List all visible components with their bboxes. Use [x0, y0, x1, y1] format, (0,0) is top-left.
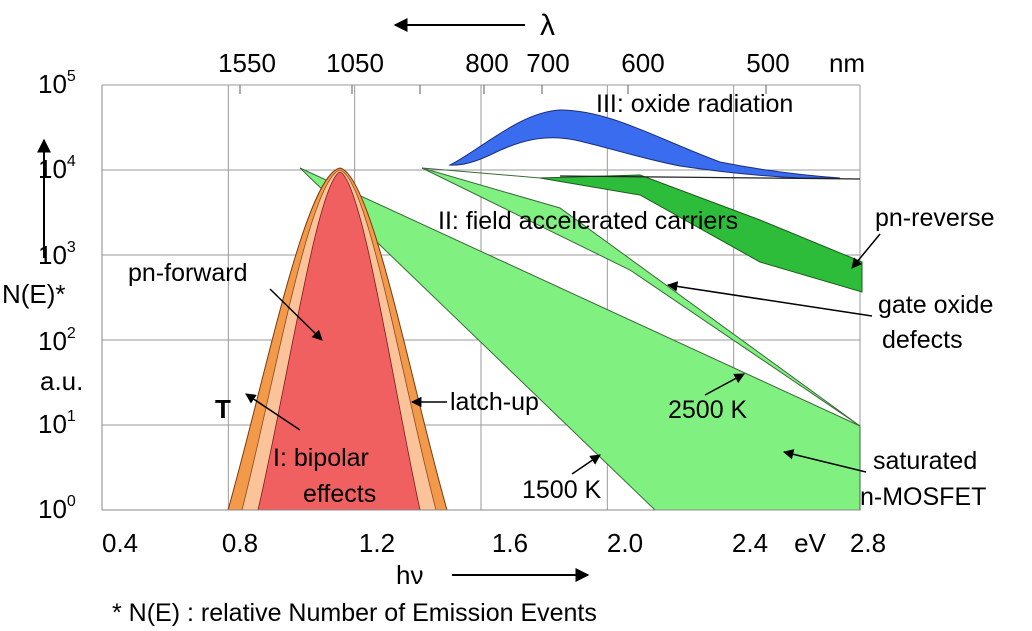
label-pn-forward: pn-forward	[128, 259, 248, 287]
x-axis-label: hν	[396, 560, 423, 590]
x-tick-1: 0.8	[222, 528, 258, 558]
top-axis-ticks	[239, 85, 767, 94]
top-tick-0: 1550	[218, 48, 276, 78]
label-gate-oxide: gate oxide	[878, 291, 993, 319]
oxide-radiation-baseline	[559, 175, 861, 180]
label-bipolar: I: bipolar	[273, 444, 369, 472]
arrow-gate-oxide	[666, 281, 873, 317]
y-tick-labels: 100 101 102 103 104 105	[38, 68, 76, 524]
y-tick-4: 104	[38, 153, 76, 184]
arrow-T	[245, 393, 301, 431]
label-latch-up: latch-up	[450, 388, 539, 416]
annotations: III: oxide radiation II: field accelerat…	[128, 90, 995, 511]
label-T: T	[215, 394, 231, 424]
label-nmosfet: n-MOSFET	[860, 483, 986, 511]
band-gate-oxide-defects	[421, 167, 861, 427]
x-tick-2: 1.2	[359, 528, 395, 558]
label-saturated: saturated	[873, 447, 977, 475]
y-tick-5: 105	[38, 68, 76, 99]
label-effects: effects	[303, 480, 376, 508]
plot-frame	[101, 85, 860, 511]
band-pn-reverse-edge	[421, 167, 541, 179]
x-unit: eV	[794, 528, 826, 558]
y-axis-label: N(E)*	[2, 279, 66, 309]
x-tick-3: 1.6	[492, 528, 528, 558]
arrow-pn-forward	[269, 288, 323, 341]
top-tick-2: 800	[465, 48, 508, 78]
y-tick-2: 102	[38, 325, 76, 356]
arrow-2500k	[704, 373, 745, 396]
x-tick-5: 2.4	[732, 528, 768, 558]
label-field-carriers: II: field accelerated carriers	[438, 207, 738, 235]
x-tick-0: 0.4	[102, 528, 138, 558]
band-pn-reverse	[539, 174, 863, 293]
band-oxide-radiation	[448, 109, 841, 179]
y-tick-3: 103	[38, 239, 76, 270]
top-tick-3: 700	[526, 48, 569, 78]
x-tick-4: 2.0	[607, 528, 643, 558]
top-tick-5: 500	[746, 48, 789, 78]
label-pn-reverse: pn-reverse	[875, 204, 995, 232]
label-defects: defects	[882, 326, 963, 354]
bands	[227, 109, 863, 511]
label-1500k: 1500 K	[522, 476, 602, 504]
label-2500k: 2500 K	[668, 396, 748, 424]
top-tick-labels: 1550 1050 800 700 600 500 nm	[218, 48, 865, 78]
y-tick-0: 100	[38, 493, 76, 524]
arrow-saturated	[782, 449, 867, 473]
y-tick-1: 101	[38, 408, 76, 439]
y-axis-unit: a.u.	[40, 366, 83, 396]
label-oxide-radiation: III: oxide radiation	[596, 90, 793, 118]
top-tick-1: 1050	[326, 48, 384, 78]
footnote: * N(E) : relative Number of Emission Eve…	[112, 599, 597, 627]
arrow-1500k	[571, 454, 601, 475]
top-unit: nm	[829, 48, 865, 78]
arrow-pn-reverse	[851, 233, 881, 269]
x-tick-labels: 0.4 0.8 1.2 1.6 2.0 2.4 eV 2.8	[102, 528, 886, 558]
x-tick-6: 2.8	[850, 528, 886, 558]
band-pn-forward	[257, 171, 421, 511]
top-tick-4: 600	[621, 48, 664, 78]
top-axis-label: λ	[540, 9, 555, 42]
